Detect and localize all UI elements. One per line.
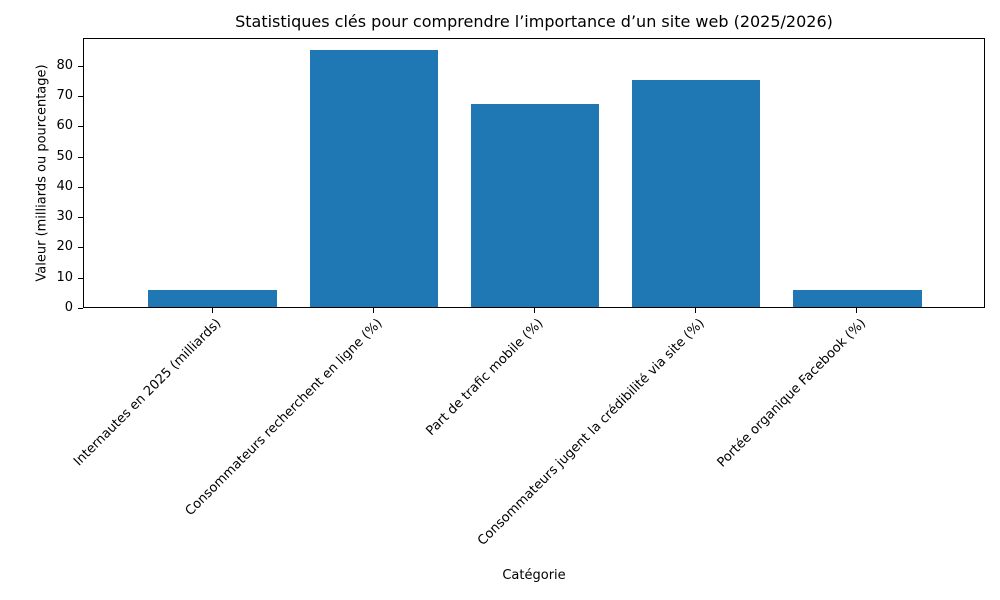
y-tick-label: 10 <box>56 269 73 285</box>
x-tick-label: Portée organique Facebook (%) <box>714 316 870 471</box>
y-tick-label: 60 <box>56 118 73 134</box>
y-tick-label: 40 <box>56 178 73 194</box>
bar <box>792 290 922 307</box>
x-tick-label: Internautes en 2025 (milliards) <box>70 316 225 470</box>
y-tick-label: 20 <box>56 239 73 255</box>
x-tick-mark <box>695 308 697 313</box>
chart-title: Statistiques clés pour comprendre l’impo… <box>235 12 833 31</box>
x-tick-mark <box>856 308 858 313</box>
y-tick-mark <box>78 217 83 219</box>
y-tick-label: 30 <box>56 209 73 225</box>
y-tick-mark <box>78 186 83 188</box>
bar <box>631 80 761 307</box>
y-tick-mark <box>78 308 83 309</box>
bar <box>309 49 439 307</box>
x-tick-mark <box>372 308 374 313</box>
y-axis-label: Valeur (milliards ou pourcentage) <box>34 64 50 282</box>
x-tick-label: Consommateurs recherchent en ligne (%) <box>182 316 386 519</box>
y-tick-label: 50 <box>56 148 73 164</box>
y-tick-mark <box>78 247 83 249</box>
x-axis-label: Catégorie <box>502 568 566 583</box>
y-tick-mark <box>78 277 83 279</box>
y-tick-mark <box>78 65 83 67</box>
x-tick-mark <box>534 308 535 313</box>
y-tick-label: 0 <box>64 300 73 315</box>
y-tick-label: 70 <box>56 88 73 104</box>
bar <box>148 290 278 307</box>
x-tick-label: Part de trafic mobile (%) <box>423 316 547 439</box>
y-tick-mark <box>78 156 83 158</box>
plot-area <box>83 38 985 308</box>
bar <box>470 104 600 307</box>
y-tick-label: 80 <box>56 57 73 73</box>
y-tick-mark <box>78 96 83 98</box>
y-tick-mark <box>78 126 83 128</box>
x-tick-mark <box>211 308 213 313</box>
